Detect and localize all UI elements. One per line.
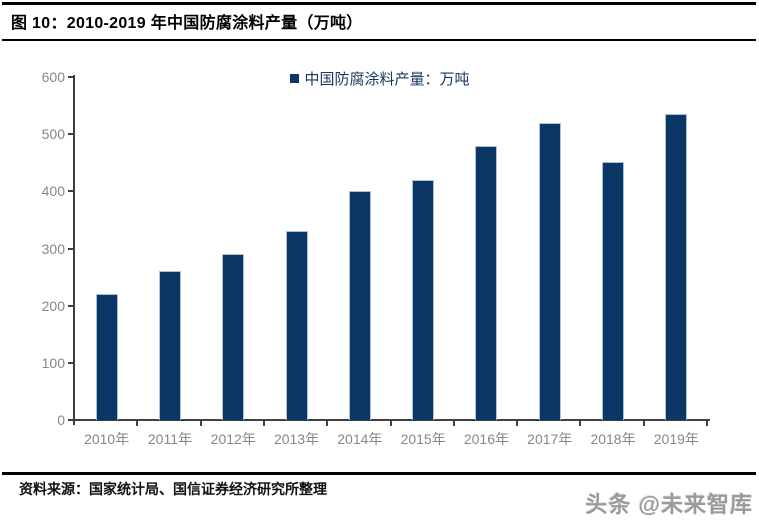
y-axis-tick: [68, 76, 73, 78]
y-axis-tick: [68, 190, 73, 193]
x-axis-tick-label: 2018年: [590, 431, 636, 447]
title-bottom-rule: [2, 39, 756, 41]
y-axis-tick-label: 300: [41, 240, 65, 257]
y-axis-tick: [68, 304, 73, 307]
bar: [665, 114, 688, 420]
watermark: 头条 @未来智库: [585, 492, 753, 517]
x-axis-tick-label: 2014年: [337, 431, 383, 447]
chart-legend: 中国防腐涂料产量：万吨: [289, 68, 470, 89]
y-axis-tick-label: 500: [41, 126, 65, 143]
bar: [222, 254, 245, 420]
bar: [348, 191, 371, 420]
x-axis-tick: [706, 421, 708, 426]
bar: [412, 179, 435, 420]
x-axis-tick-label: 2011年: [147, 431, 192, 447]
x-axis-tick: [136, 421, 139, 426]
figure-title: 图 10：2010-2019 年中国防腐涂料产量（万吨）: [11, 15, 363, 32]
title-top-rule: [2, 2, 756, 5]
legend-label: 中国防腐涂料产量：万吨: [304, 70, 470, 88]
y-axis-tick: [68, 419, 73, 421]
legend-swatch-icon: [289, 74, 299, 83]
footer-rule: [2, 472, 756, 475]
x-axis-tick-label: 2019年: [653, 431, 699, 447]
x-axis-tick: [262, 421, 265, 426]
x-axis-tick: [452, 421, 455, 426]
x-axis-tick: [642, 421, 645, 426]
y-axis-tick-label: 400: [41, 183, 65, 200]
bar: [602, 161, 625, 420]
y-axis-tick: [68, 361, 73, 364]
x-axis-tick-label: 2016年: [463, 431, 510, 447]
x-axis-tick-label: 2017年: [527, 431, 573, 447]
y-axis-tick-label: 600: [41, 69, 65, 85]
x-axis-line: [73, 419, 710, 421]
x-axis-tick-label: 2010年: [84, 431, 130, 447]
y-axis-tick-label: 100: [41, 354, 65, 371]
x-axis-tick: [326, 421, 329, 426]
bar: [475, 145, 498, 420]
bar: [95, 294, 118, 420]
source-note: 资料来源：国家统计局、国信证券经济研究所整理: [19, 482, 327, 498]
x-axis-tick: [199, 421, 202, 426]
x-axis-tick-label: 2013年: [273, 431, 320, 447]
x-axis-tick: [579, 421, 582, 426]
y-axis-tick-label: 0: [57, 412, 65, 428]
y-axis-tick: [68, 247, 73, 250]
bar: [538, 122, 561, 420]
x-axis-tick: [389, 421, 392, 426]
bar: [285, 231, 308, 420]
y-axis-tick: [68, 133, 73, 136]
bar: [158, 271, 181, 420]
y-axis-line: [73, 75, 75, 425]
y-axis-tick-label: 200: [41, 297, 65, 314]
x-axis-tick-label: 2012年: [210, 431, 256, 447]
x-axis-tick-label: 2015年: [400, 431, 446, 447]
plot-area: 0 100 200 300 400 500 600 2010年 2011年 2012年 2013年 2…: [42, 69, 708, 447]
x-axis-tick: [516, 421, 519, 426]
